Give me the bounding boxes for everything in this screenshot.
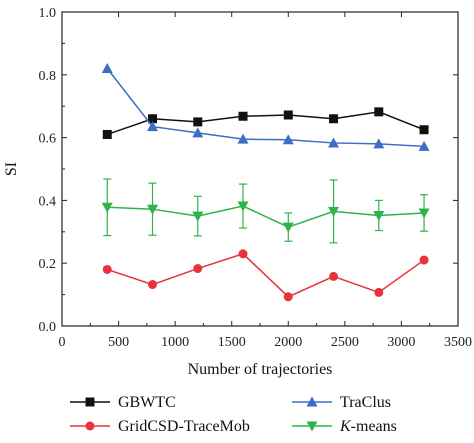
legend-label: TraClus xyxy=(340,394,391,411)
series-gridcsd-tracemob xyxy=(102,249,429,302)
data-point xyxy=(148,114,158,124)
data-point xyxy=(374,287,384,297)
x-tick-label: 2000 xyxy=(274,335,302,350)
x-tick-label: 0 xyxy=(59,335,66,350)
data-point xyxy=(237,201,249,212)
data-point xyxy=(147,121,159,132)
data-point xyxy=(329,271,339,281)
y-tick-label: 0.0 xyxy=(39,320,57,335)
legend-item: TraClus xyxy=(292,394,391,411)
data-point xyxy=(373,210,385,221)
data-point xyxy=(238,111,248,121)
data-point xyxy=(148,280,158,290)
data-point xyxy=(418,208,430,219)
data-point xyxy=(283,292,293,302)
y-tick-label: 0.8 xyxy=(39,69,57,84)
series-k-means xyxy=(101,178,430,244)
legend: GBWTC GridCSD-TraceMob TraClus K-means xyxy=(70,394,397,435)
data-point xyxy=(192,127,204,138)
data-point xyxy=(328,206,340,217)
series-layer xyxy=(101,63,430,302)
series-line xyxy=(107,111,425,136)
legend-label: K-means xyxy=(339,418,397,435)
data-point xyxy=(282,222,294,233)
data-point xyxy=(282,134,294,145)
axes: 0 500 1000 1500 2000 2500 3000 3500 0.0 0.2 0.4 0.6… xyxy=(39,6,473,350)
data-point xyxy=(283,110,293,120)
legend-item: GridCSD-TraceMob xyxy=(70,418,250,435)
y-axis-title: SI xyxy=(3,162,20,176)
x-axis-title: Number of trajectories xyxy=(188,361,333,378)
data-point xyxy=(147,204,159,215)
data-point xyxy=(237,133,249,144)
data-point xyxy=(374,107,384,117)
legend-marker xyxy=(85,421,95,431)
series-gbwtc xyxy=(102,107,429,139)
data-point xyxy=(418,140,430,151)
series-line xyxy=(107,252,425,298)
x-tick-label: 2500 xyxy=(331,335,359,350)
data-point xyxy=(419,125,429,135)
data-point xyxy=(373,138,385,149)
y-tick-label: 1.0 xyxy=(39,6,57,21)
legend-marker xyxy=(85,397,95,407)
data-point xyxy=(192,211,204,222)
data-point xyxy=(102,264,112,274)
legend-label: GBWTC xyxy=(118,394,176,411)
x-tick-label: 1500 xyxy=(218,335,246,350)
x-tick-label: 3500 xyxy=(444,335,472,350)
data-point xyxy=(193,264,203,274)
series-line xyxy=(106,68,425,148)
x-tick-label: 1000 xyxy=(161,335,189,350)
data-point xyxy=(419,255,429,265)
series-traclus xyxy=(101,63,430,151)
x-tick-label: 3000 xyxy=(387,335,415,350)
legend-marker xyxy=(306,396,318,407)
x-tick-label: 500 xyxy=(108,335,129,350)
data-point xyxy=(101,202,113,213)
legend-item: K-means xyxy=(292,418,397,435)
legend-label: GridCSD-TraceMob xyxy=(118,418,250,435)
data-point xyxy=(102,129,112,139)
data-point xyxy=(101,63,113,74)
series-line xyxy=(107,205,425,228)
y-tick-label: 0.4 xyxy=(39,194,57,209)
data-point xyxy=(238,249,248,259)
legend-marker xyxy=(306,421,318,432)
y-tick-label: 0.6 xyxy=(39,132,57,147)
data-point xyxy=(329,114,339,124)
legend-item: GBWTC xyxy=(70,394,176,411)
data-point xyxy=(193,117,203,127)
data-point xyxy=(328,137,340,148)
y-tick-label: 0.2 xyxy=(39,257,57,272)
